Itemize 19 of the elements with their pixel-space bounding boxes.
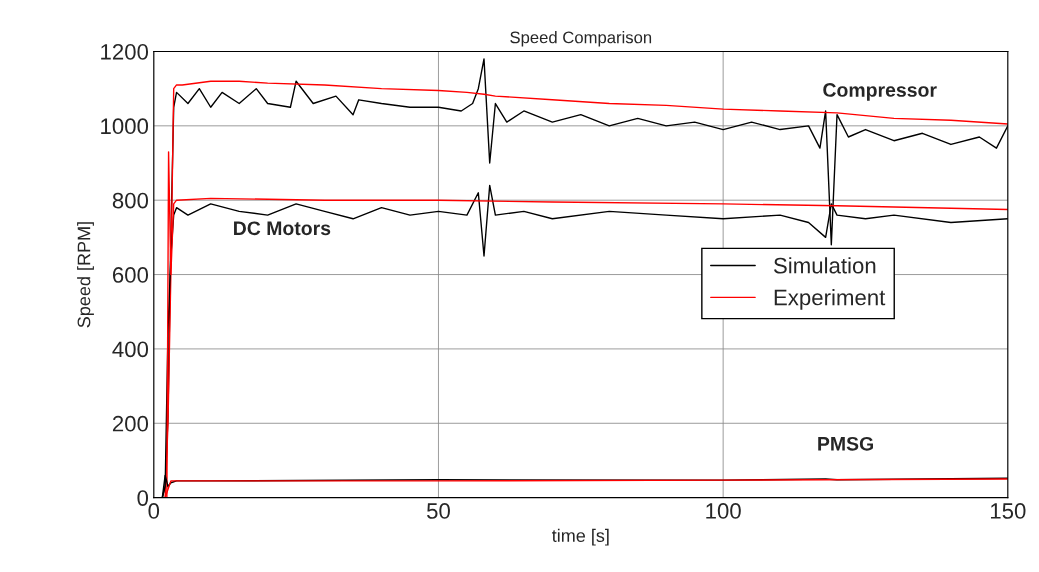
y-tick-label: 800 xyxy=(112,192,149,209)
y-axis-title: Speed [RPM] xyxy=(77,222,94,328)
chart-title: Speed Comparison xyxy=(510,31,652,47)
y-tick-label: 1200 xyxy=(101,44,149,60)
x-axis-title: time [s] xyxy=(551,528,609,546)
legend-label: Experiment xyxy=(774,289,886,310)
y-tick-label: 600 xyxy=(112,267,149,283)
annotation: Compressor xyxy=(823,83,937,101)
y-tick-label: 1000 xyxy=(101,118,149,135)
x-tick-label: 100 xyxy=(706,503,741,519)
x-tick-label: 0 xyxy=(148,503,160,519)
annotation: PMSG xyxy=(818,436,873,451)
x-tick-label: 150 xyxy=(990,503,1026,519)
legend-label: Simulation xyxy=(773,257,876,274)
y-tick-label: 200 xyxy=(112,415,149,432)
annotation: DC Motors xyxy=(234,221,331,236)
y-tick-label: 0 xyxy=(137,490,149,506)
x-tick-label: 50 xyxy=(426,503,450,519)
y-tick-label: 400 xyxy=(112,341,149,358)
